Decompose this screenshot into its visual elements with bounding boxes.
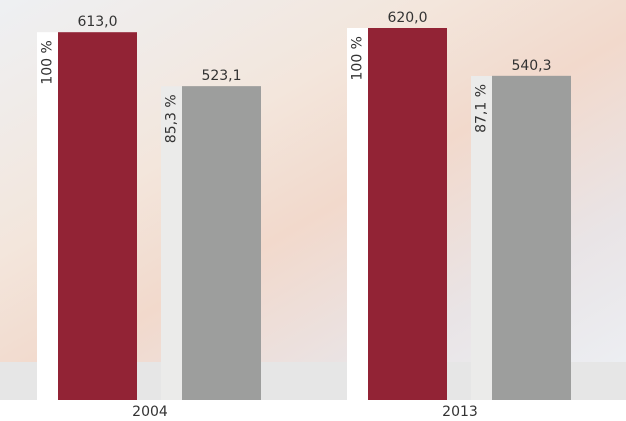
- share-strip: [471, 75, 492, 400]
- share-strip: [347, 28, 368, 400]
- value-label: 613,0: [77, 14, 117, 30]
- x-tick-label: 2013: [442, 404, 478, 420]
- bar: [182, 86, 261, 400]
- bar: [492, 75, 571, 400]
- value-label: 523,1: [201, 68, 241, 84]
- value-label: 540,3: [511, 58, 551, 74]
- share-label: 100 %: [350, 36, 366, 80]
- x-tick-label: 2004: [132, 404, 168, 420]
- share-strip: [161, 86, 182, 400]
- value-label: 620,0: [387, 10, 427, 26]
- plot: 2004 613,0 100 % 523,1 85,3 % 2013 620,0 100 % 5…: [37, 10, 571, 420]
- share-label: 87,1 %: [474, 84, 490, 133]
- share-strip: [37, 32, 58, 400]
- share-label: 85,3 %: [164, 94, 180, 143]
- bar: [368, 28, 447, 400]
- bar: [58, 32, 137, 400]
- share-label: 100 %: [40, 40, 56, 84]
